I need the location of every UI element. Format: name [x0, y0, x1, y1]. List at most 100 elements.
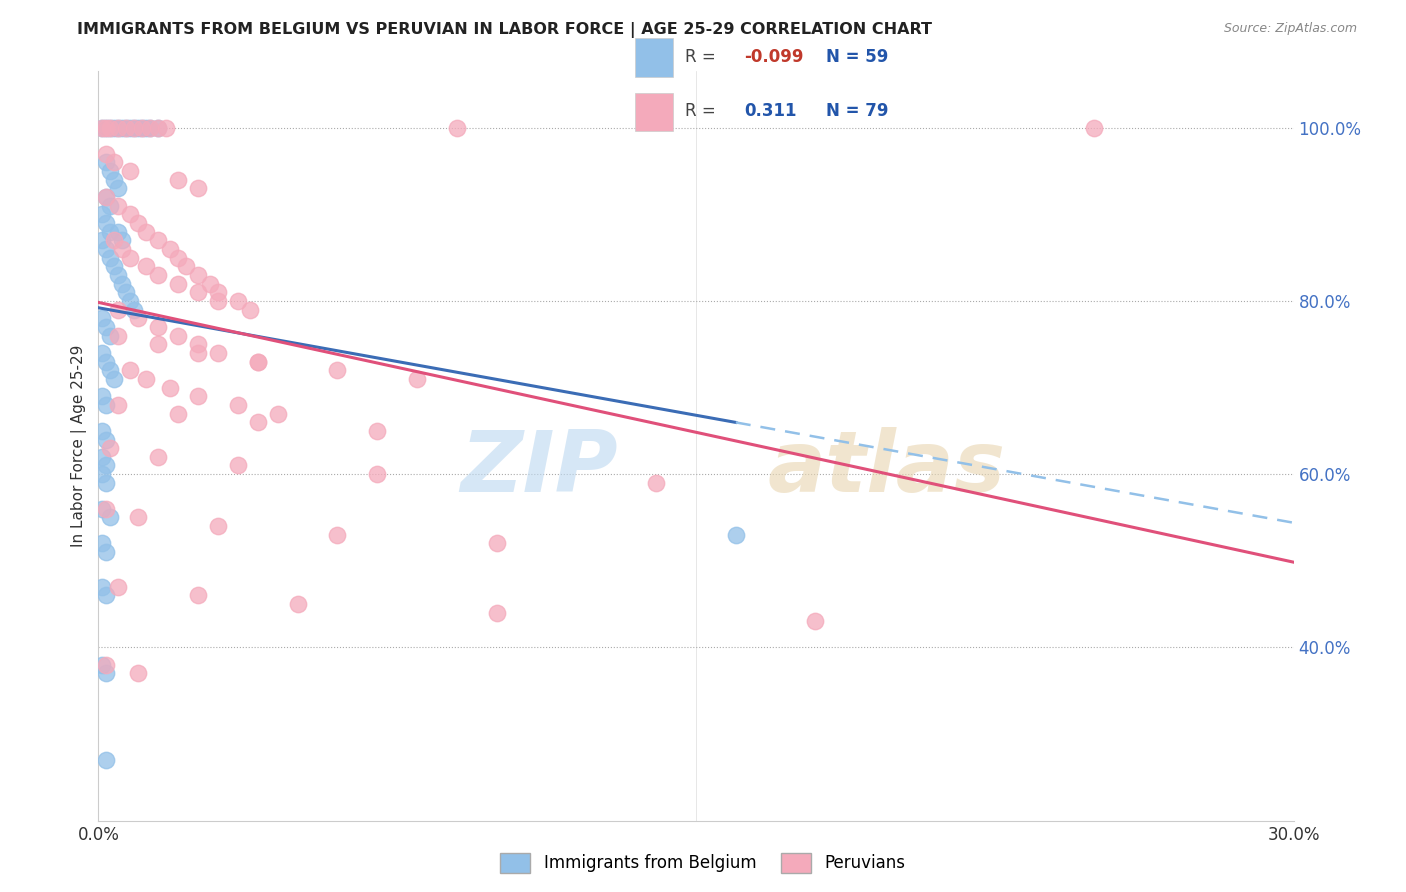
- Point: [406, 372, 429, 386]
- Point: [148, 268, 170, 282]
- Point: [120, 363, 142, 377]
- Point: [120, 251, 142, 265]
- Text: R =: R =: [685, 103, 721, 120]
- Point: [167, 251, 190, 265]
- Point: [131, 120, 153, 135]
- Point: [107, 268, 129, 282]
- Point: [96, 146, 118, 161]
- Point: [107, 580, 129, 594]
- Point: [91, 657, 114, 672]
- Point: [103, 259, 125, 273]
- Point: [207, 519, 229, 533]
- Point: [148, 450, 170, 464]
- Point: [485, 606, 508, 620]
- Point: [98, 225, 122, 239]
- Point: [645, 475, 668, 490]
- Point: [267, 407, 290, 421]
- Point: [127, 510, 149, 524]
- Point: [96, 475, 118, 490]
- Y-axis label: In Labor Force | Age 25-29: In Labor Force | Age 25-29: [72, 345, 87, 547]
- Point: [187, 589, 209, 603]
- Point: [91, 501, 114, 516]
- Text: atlas: atlas: [768, 427, 1005, 510]
- Point: [96, 354, 118, 368]
- Point: [1083, 120, 1105, 135]
- Point: [246, 354, 269, 368]
- Point: [98, 120, 122, 135]
- Point: [115, 120, 138, 135]
- Point: [91, 536, 114, 550]
- Point: [103, 233, 125, 247]
- Point: [207, 285, 229, 300]
- Point: [91, 120, 114, 135]
- Point: [226, 398, 249, 412]
- Point: [120, 120, 142, 135]
- Point: [107, 120, 129, 135]
- Point: [111, 233, 134, 247]
- Point: [91, 450, 114, 464]
- Point: [98, 328, 122, 343]
- Point: [107, 199, 129, 213]
- Point: [98, 164, 122, 178]
- Point: [135, 120, 157, 135]
- Point: [127, 666, 149, 681]
- Point: [91, 233, 114, 247]
- Text: R =: R =: [685, 48, 721, 66]
- Point: [187, 337, 209, 351]
- Point: [139, 120, 162, 135]
- Text: IMMIGRANTS FROM BELGIUM VS PERUVIAN IN LABOR FORCE | AGE 25-29 CORRELATION CHART: IMMIGRANTS FROM BELGIUM VS PERUVIAN IN L…: [77, 22, 932, 38]
- Point: [96, 319, 118, 334]
- Point: [115, 285, 138, 300]
- Point: [198, 277, 221, 291]
- Point: [724, 528, 747, 542]
- Point: [159, 380, 181, 394]
- Point: [96, 190, 118, 204]
- Point: [120, 293, 142, 308]
- Point: [98, 510, 122, 524]
- Point: [107, 120, 129, 135]
- Point: [127, 311, 149, 326]
- Point: [226, 293, 249, 308]
- Point: [91, 580, 114, 594]
- Point: [174, 259, 197, 273]
- Point: [98, 251, 122, 265]
- Point: [446, 120, 468, 135]
- Point: [111, 277, 134, 291]
- Point: [187, 285, 209, 300]
- Point: [127, 120, 149, 135]
- Point: [98, 363, 122, 377]
- Point: [148, 319, 170, 334]
- Point: [326, 363, 349, 377]
- Point: [148, 337, 170, 351]
- Point: [135, 225, 157, 239]
- Point: [103, 172, 125, 186]
- Point: [187, 346, 209, 360]
- Point: [96, 190, 118, 204]
- Point: [167, 277, 190, 291]
- Point: [187, 389, 209, 403]
- Point: [167, 328, 190, 343]
- Point: [148, 233, 170, 247]
- Point: [124, 302, 146, 317]
- Point: [120, 207, 142, 221]
- Point: [485, 536, 508, 550]
- Point: [148, 120, 170, 135]
- FancyBboxPatch shape: [634, 38, 673, 77]
- Point: [326, 528, 349, 542]
- Point: [96, 545, 118, 559]
- Point: [139, 120, 162, 135]
- Point: [107, 328, 129, 343]
- Point: [103, 120, 125, 135]
- Point: [98, 199, 122, 213]
- Point: [96, 216, 118, 230]
- Point: [187, 181, 209, 195]
- Point: [207, 293, 229, 308]
- Point: [207, 346, 229, 360]
- Point: [91, 311, 114, 326]
- Text: Source: ZipAtlas.com: Source: ZipAtlas.com: [1223, 22, 1357, 36]
- Point: [91, 424, 114, 438]
- Point: [107, 398, 129, 412]
- Point: [366, 467, 388, 482]
- Point: [96, 657, 118, 672]
- Text: N = 59: N = 59: [827, 48, 889, 66]
